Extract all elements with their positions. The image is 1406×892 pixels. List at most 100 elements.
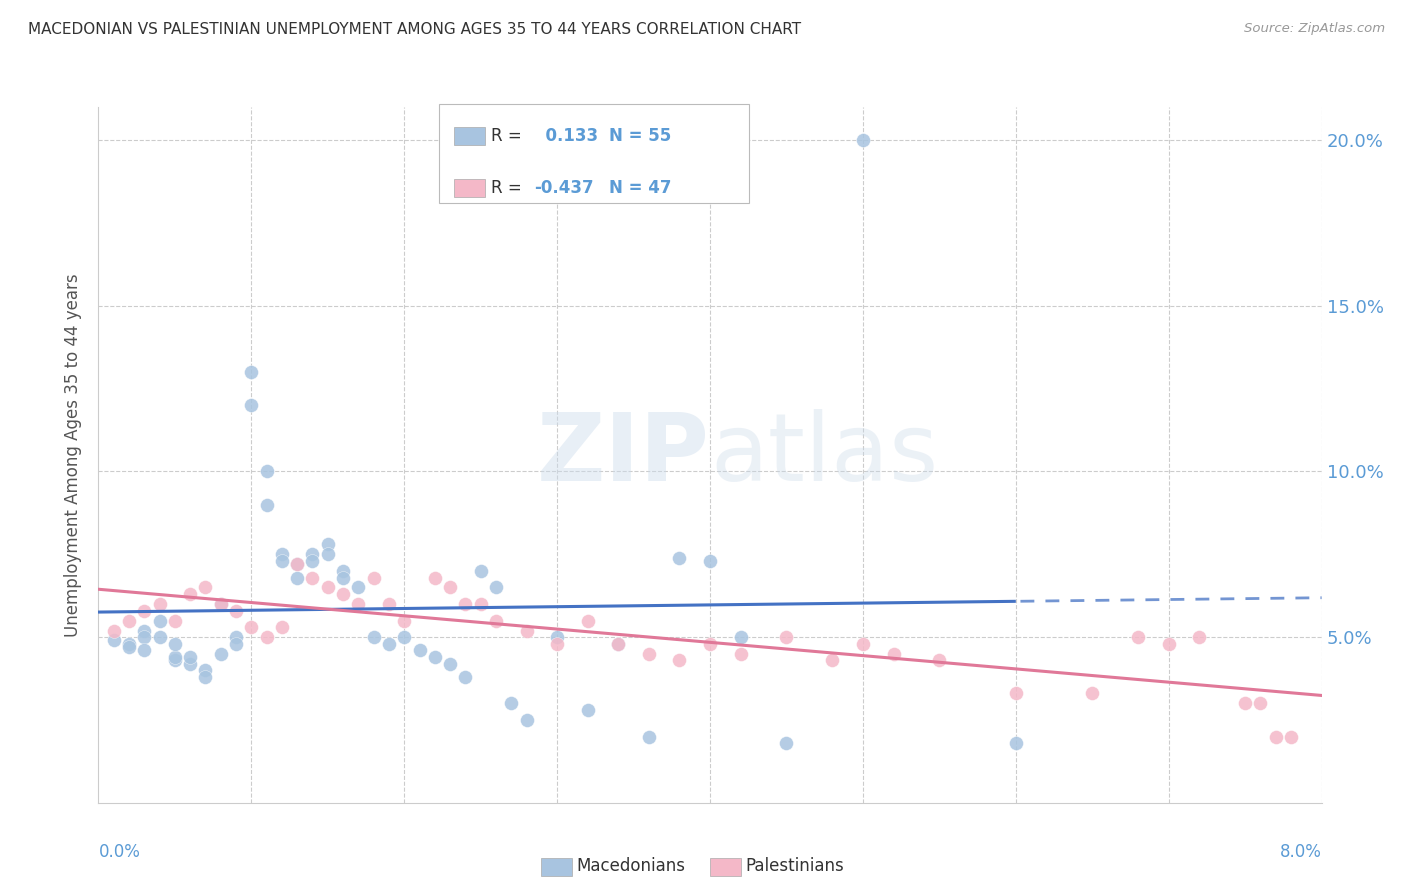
Point	[301, 554, 323, 568]
Point	[270, 620, 294, 634]
Point	[347, 597, 370, 611]
Point	[163, 653, 186, 667]
Point	[668, 550, 690, 565]
Point	[607, 637, 630, 651]
Point	[256, 630, 278, 644]
Point	[1234, 697, 1257, 711]
Point	[501, 697, 523, 711]
Point	[134, 604, 156, 618]
Point	[332, 587, 354, 601]
Point	[485, 614, 508, 628]
Point	[225, 630, 247, 644]
Point	[1188, 630, 1211, 644]
Point	[775, 736, 797, 750]
Text: 8.0%: 8.0%	[1279, 843, 1322, 861]
Point	[730, 647, 752, 661]
Point	[118, 637, 141, 651]
Point	[1279, 730, 1302, 744]
Point	[209, 597, 232, 611]
Point	[408, 643, 430, 657]
Point	[316, 537, 339, 551]
Point	[270, 547, 294, 561]
Point	[347, 581, 370, 595]
Point	[516, 624, 538, 638]
Point	[637, 647, 661, 661]
Point	[470, 597, 492, 611]
Point	[1264, 730, 1286, 744]
Point	[103, 624, 125, 638]
Text: Macedonians: Macedonians	[576, 857, 686, 875]
Point	[285, 558, 308, 572]
Text: N = 55: N = 55	[609, 127, 671, 145]
Point	[1249, 697, 1271, 711]
Point	[1157, 637, 1180, 651]
Point	[118, 614, 141, 628]
Point	[576, 703, 599, 717]
Point	[149, 614, 172, 628]
Point	[163, 614, 186, 628]
Point	[285, 558, 308, 572]
Point	[134, 643, 156, 657]
Point	[637, 730, 661, 744]
Point	[852, 133, 875, 147]
Point	[470, 564, 492, 578]
Point	[209, 597, 232, 611]
Point	[194, 581, 217, 595]
Text: MACEDONIAN VS PALESTINIAN UNEMPLOYMENT AMONG AGES 35 TO 44 YEARS CORRELATION CHA: MACEDONIAN VS PALESTINIAN UNEMPLOYMENT A…	[28, 22, 801, 37]
Point	[179, 650, 201, 665]
Text: atlas: atlas	[710, 409, 938, 501]
Point	[316, 547, 339, 561]
Text: 0.133: 0.133	[534, 127, 599, 145]
Point	[316, 581, 339, 595]
Text: ZIP: ZIP	[537, 409, 710, 501]
Point	[363, 570, 385, 584]
Point	[301, 570, 323, 584]
Point	[270, 554, 294, 568]
Point	[301, 547, 323, 561]
Point	[454, 670, 477, 684]
Point	[134, 630, 156, 644]
Point	[423, 570, 446, 584]
Text: Source: ZipAtlas.com: Source: ZipAtlas.com	[1244, 22, 1385, 36]
Point	[699, 637, 721, 651]
Text: 0.0%: 0.0%	[98, 843, 141, 861]
Point	[392, 614, 416, 628]
Point	[668, 653, 690, 667]
Y-axis label: Unemployment Among Ages 35 to 44 years: Unemployment Among Ages 35 to 44 years	[65, 273, 83, 637]
Point	[285, 570, 308, 584]
Point	[928, 653, 950, 667]
Point	[378, 637, 401, 651]
Point	[118, 640, 141, 654]
Point	[883, 647, 905, 661]
Point	[454, 597, 477, 611]
Text: N = 47: N = 47	[609, 179, 671, 197]
Point	[163, 637, 186, 651]
Point	[516, 713, 538, 727]
Point	[240, 365, 263, 379]
Point	[363, 630, 385, 644]
Point	[332, 570, 354, 584]
Point	[1004, 686, 1026, 700]
Point	[225, 637, 247, 651]
Text: Palestinians: Palestinians	[745, 857, 844, 875]
Point	[225, 604, 247, 618]
Point	[730, 630, 752, 644]
Point	[332, 564, 354, 578]
Point	[485, 581, 508, 595]
Point	[256, 465, 278, 479]
Point	[423, 650, 446, 665]
Point	[194, 663, 217, 677]
Point	[852, 637, 875, 651]
Point	[149, 630, 172, 644]
Point	[576, 614, 599, 628]
Point	[103, 633, 125, 648]
Point	[179, 587, 201, 601]
Point	[1081, 686, 1104, 700]
Point	[194, 670, 217, 684]
Point	[209, 647, 232, 661]
Text: -0.437: -0.437	[534, 179, 593, 197]
Text: R =: R =	[491, 127, 527, 145]
Text: R =: R =	[491, 179, 527, 197]
Point	[439, 657, 461, 671]
Point	[546, 630, 568, 644]
